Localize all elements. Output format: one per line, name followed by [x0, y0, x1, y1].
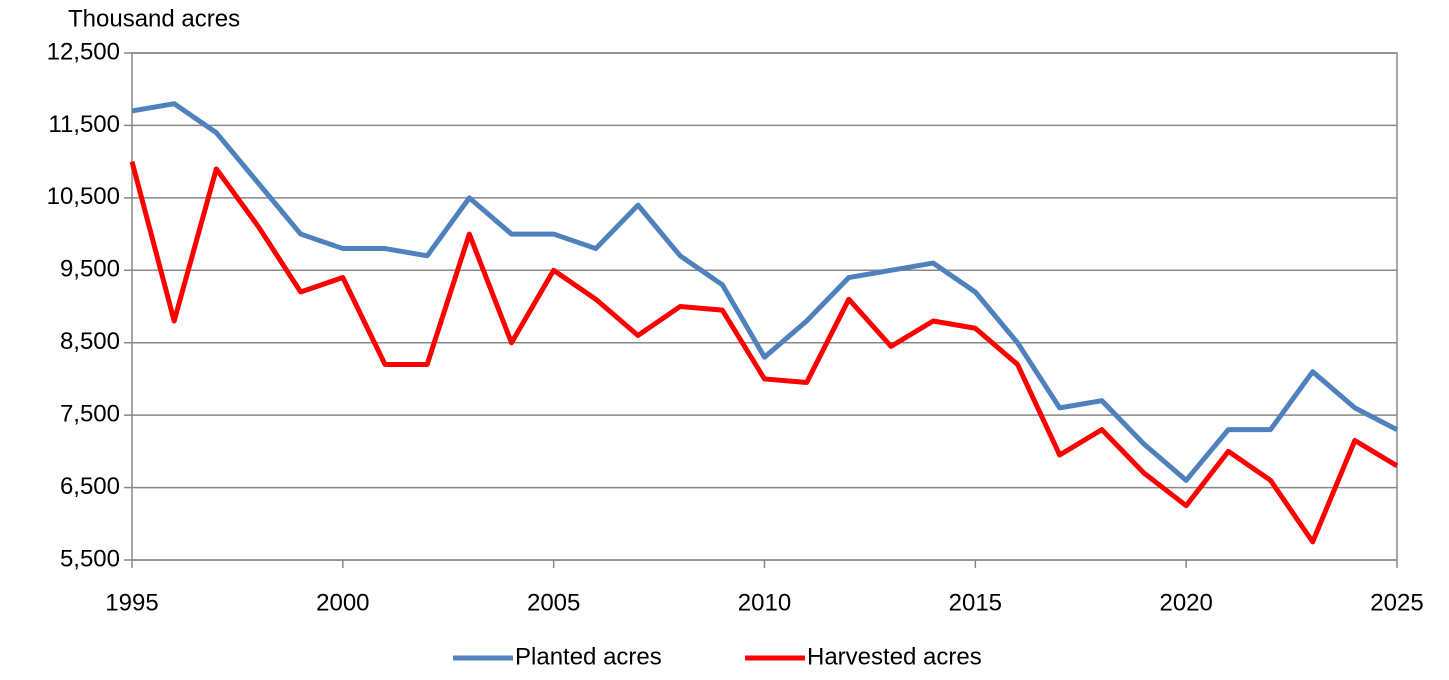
x-tick-label: 2015 [949, 589, 1002, 616]
x-tick-label: 2000 [316, 589, 369, 616]
x-tick-label: 2005 [527, 589, 580, 616]
x-tick-label: 2010 [738, 589, 791, 616]
y-tick-label: 9,500 [60, 256, 120, 283]
x-tick-label: 1995 [105, 589, 158, 616]
series-line [129, 161, 1399, 545]
plot-frame [131, 52, 1398, 561]
y-tick-label: 8,500 [60, 328, 120, 355]
y-tick-label: 10,500 [47, 183, 120, 210]
y-tick-label: 11,500 [48, 111, 120, 138]
x-tick-label: 2025 [1370, 589, 1423, 616]
y-tick-label: 12,500 [47, 38, 120, 65]
legend-label: Harvested acres [807, 643, 982, 670]
x-tick-label: 2020 [1159, 589, 1212, 616]
y-tick-label: 6,500 [60, 473, 120, 500]
y-axis-label: Thousand acres [68, 5, 240, 32]
series-line [131, 101, 1399, 483]
y-tick-label: 7,500 [60, 400, 120, 427]
y-tick-label: 5,500 [60, 545, 120, 572]
legend-label: Planted acres [515, 643, 662, 670]
